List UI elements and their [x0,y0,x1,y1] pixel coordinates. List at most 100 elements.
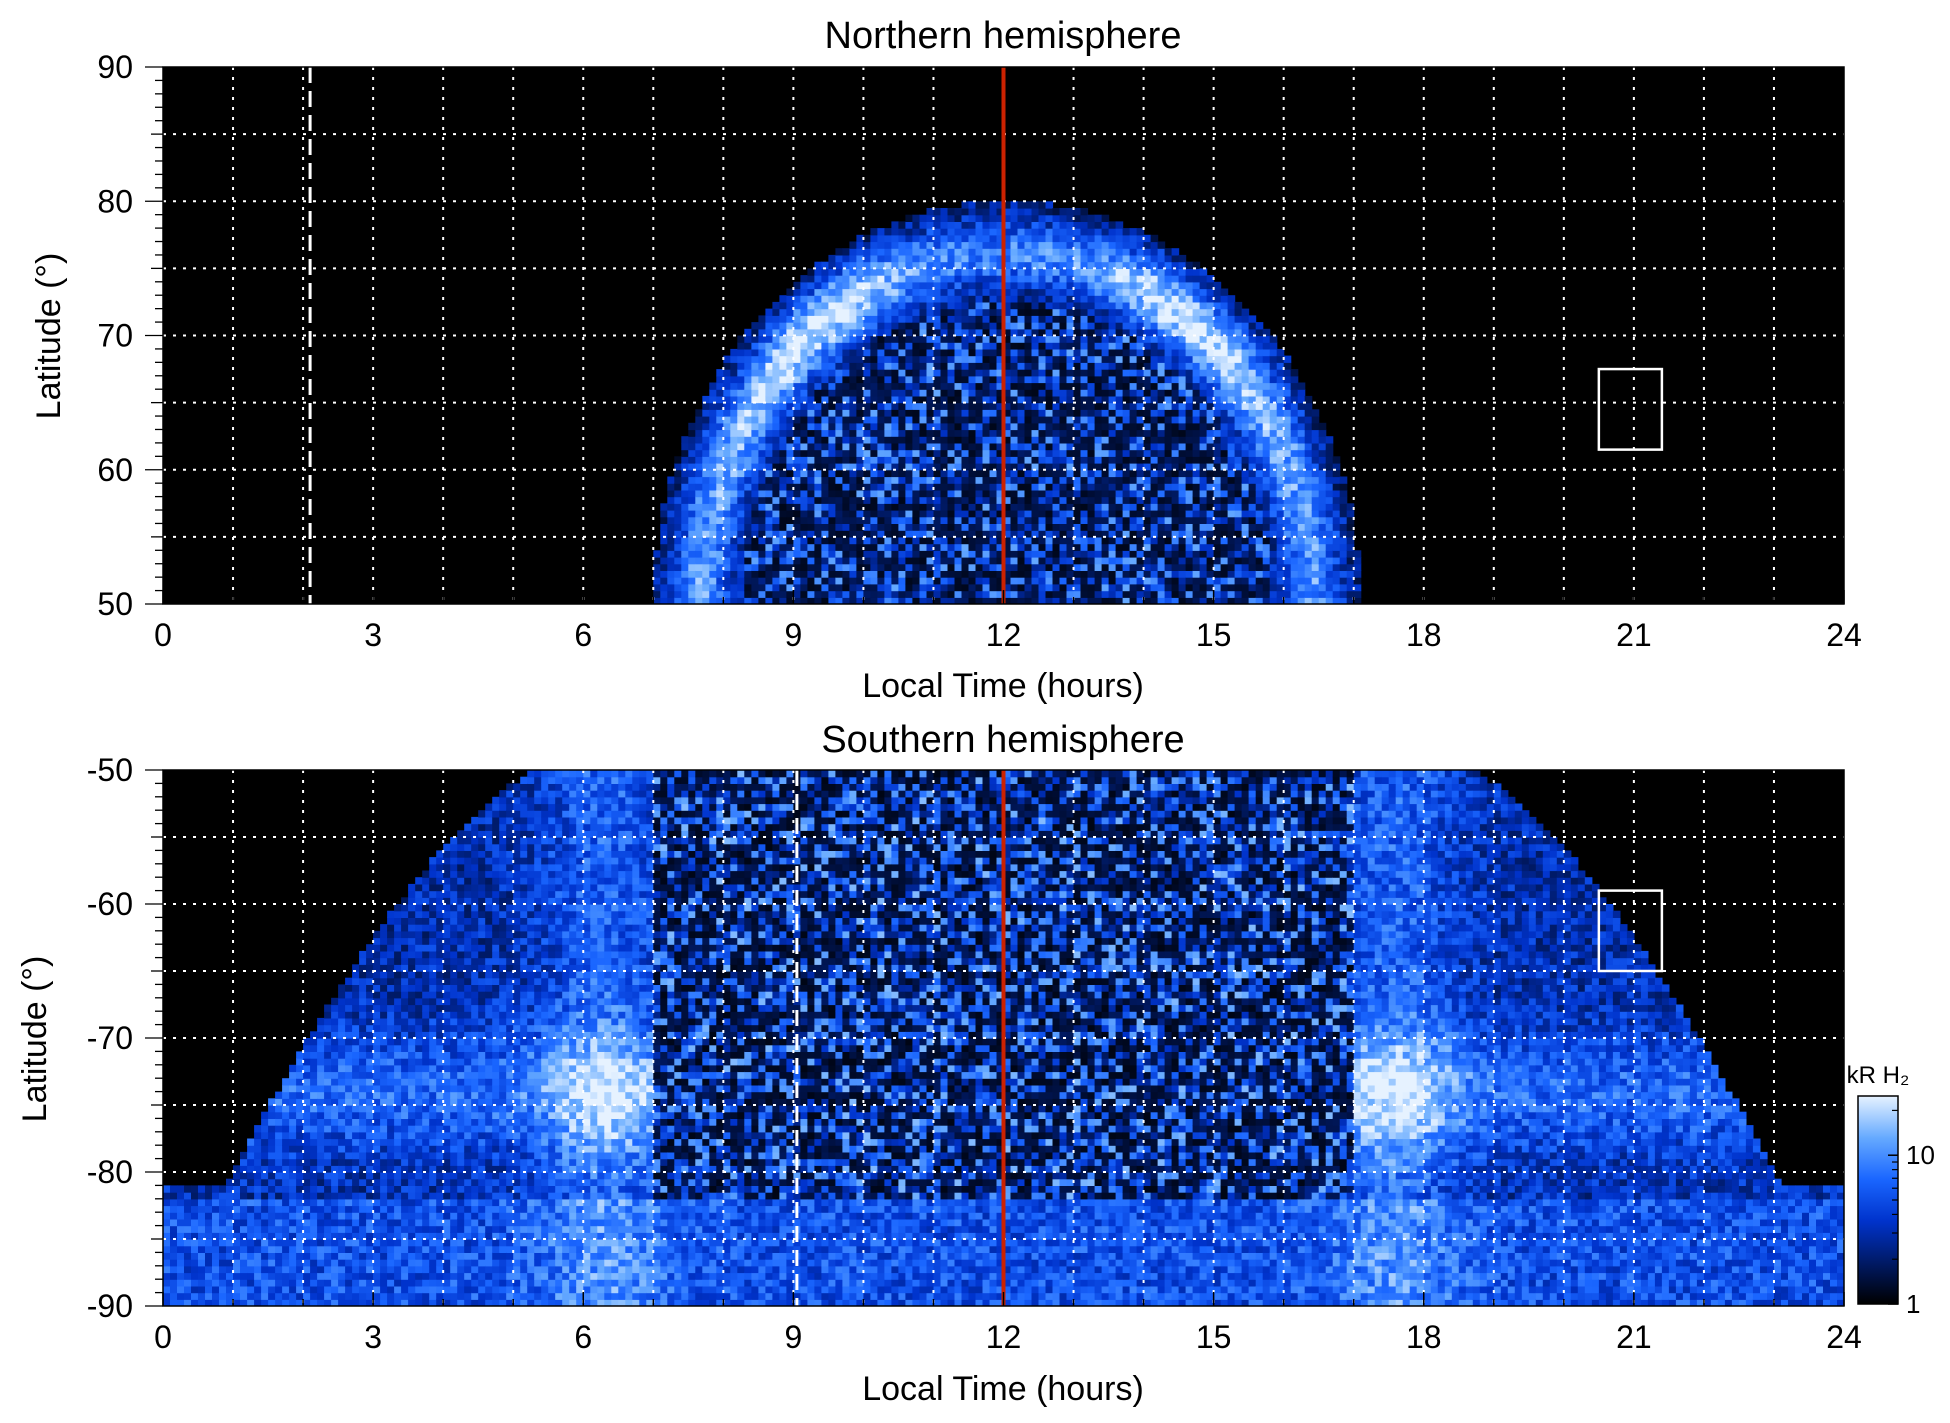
emission-cell [1178,308,1187,316]
emission-cell [1122,429,1131,437]
emission-cell [737,557,745,565]
emission-cell [1059,362,1068,370]
emission-cell [1010,422,1019,431]
emission-cell [1059,221,1068,229]
emission-cell [891,315,899,323]
emission-cell [1311,483,1320,491]
emission-cell [1003,234,1012,243]
emission-cell [1297,449,1306,457]
emission-cell [737,362,745,370]
emission-cell [1206,395,1215,404]
emission-cell [828,389,836,397]
emission-cell [1171,308,1180,316]
emission-cell [751,523,759,531]
emission-cell [898,597,906,604]
emission-cell [793,476,801,484]
emission-cell [660,557,668,565]
emission-cell [1073,523,1082,531]
emission-cell [975,281,984,290]
emission-cell [1094,254,1103,263]
emission-cell [772,308,780,316]
emission-cell [1101,335,1110,343]
emission-cell [982,281,991,290]
emission-cell [716,510,724,518]
emission-cell [919,409,928,417]
emission-cell [1220,328,1229,337]
emission-cell [870,355,878,363]
emission-cell [940,369,949,377]
emission-cell [1304,429,1313,437]
emission-cell [758,557,766,565]
emission-cell [863,355,871,363]
emission-cell [716,563,724,571]
emission-cell [1115,315,1124,323]
emission-cell [793,449,801,457]
emission-cell [1080,483,1089,491]
emission-cell [863,322,871,330]
emission-cell [737,583,745,592]
emission-cell [1108,402,1117,410]
emission-cell [1157,328,1166,337]
emission-cell [772,463,780,471]
emission-cell [1129,449,1138,457]
emission-cell [996,456,1005,464]
emission-cell [1073,590,1082,598]
emission-cell [961,436,970,444]
emission-cell [1178,355,1187,363]
emission-cell [800,557,808,565]
emission-cell [1031,402,1040,410]
emission-cell [793,355,801,363]
emission-cell [800,315,808,323]
emission-cell [884,301,892,310]
emission-cell [1206,483,1215,491]
emission-cell [758,422,766,431]
emission-cell [982,228,991,236]
emission-cell [1248,523,1257,531]
emission-cell [1150,583,1159,592]
emission-cell [1234,328,1243,337]
emission-cell [849,429,857,437]
emission-cell [702,422,710,431]
emission-cell [1101,496,1110,504]
emission-cell [849,510,857,518]
emission-cell [702,503,710,511]
emission-cell [800,489,808,498]
emission-cell [1262,597,1271,604]
emission-cell [695,483,703,491]
emission-cell [1178,583,1187,592]
emission-cell [933,281,942,290]
emission-cell [926,463,935,471]
emission-cell [1024,208,1033,216]
emission-cell [702,463,710,471]
emission-cell [1213,543,1222,551]
emission-cell [1199,268,1208,276]
emission-cell [1346,536,1355,545]
emission-cell [1178,402,1187,410]
emission-cell [912,557,920,565]
emission-cell [1143,281,1152,290]
emission-cell [772,342,780,350]
emission-cell [1066,489,1075,498]
emission-cell [912,248,920,256]
emission-cell [989,577,998,585]
emission-cell [842,395,850,404]
emission-cell [1024,469,1033,478]
emission-cell [681,503,689,511]
emission-cell [856,563,864,571]
emission-cell [1241,342,1250,350]
emission-cell [674,503,682,511]
emission-cell [940,409,949,417]
emission-cell [1227,476,1236,484]
emission-cell [1220,543,1229,551]
emission-cell [1332,516,1341,524]
chart-title: Northern hemisphere [825,15,1182,57]
emission-cell [1101,557,1110,565]
emission-cell [849,342,857,350]
emission-cell [184,1272,192,1280]
emission-cell [1066,550,1075,558]
emission-cell [1003,268,1012,276]
emission-cell [1325,590,1334,598]
emission-cell [1227,369,1236,377]
emission-cell [877,355,885,363]
emission-cell [1073,248,1082,256]
